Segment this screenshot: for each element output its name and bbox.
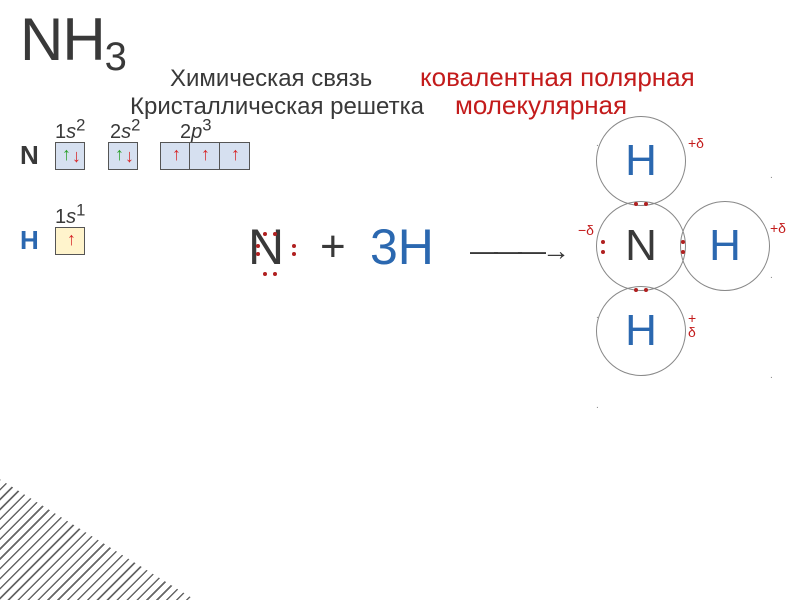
bond-dot bbox=[601, 240, 605, 244]
stray-dot: . bbox=[770, 170, 773, 181]
lewis-dot bbox=[273, 232, 277, 236]
product-H-bottom-label: H bbox=[625, 306, 657, 356]
product-N-center: N bbox=[596, 201, 686, 291]
lewis-dot bbox=[273, 272, 277, 276]
lattice-label: Кристаллическая решетка bbox=[130, 93, 424, 121]
bond-dot bbox=[601, 250, 605, 254]
formula-title: NH3 bbox=[20, 5, 126, 74]
product-H-bottom: H bbox=[596, 286, 686, 376]
stray-dot: . bbox=[770, 270, 773, 281]
stray-dot: . bbox=[596, 138, 599, 149]
reactant-N: N bbox=[248, 218, 284, 276]
reaction-plus: + bbox=[320, 222, 346, 272]
lewis-dot bbox=[292, 252, 296, 256]
bond-dot bbox=[634, 288, 638, 292]
product-H-top-charge: +δ bbox=[688, 135, 704, 151]
reaction-arrow: ———→ bbox=[470, 235, 566, 267]
product-H-top-label: H bbox=[625, 136, 657, 186]
element-symbol-N: N bbox=[20, 140, 39, 171]
product-H-top: H bbox=[596, 116, 686, 206]
stray-dot: . bbox=[770, 370, 773, 381]
reactant-3H: 3H bbox=[370, 218, 434, 276]
orbital-1s-N: ↑ ↓ bbox=[55, 142, 85, 170]
stray-dot: . bbox=[596, 400, 599, 411]
formula-base: NH bbox=[20, 6, 105, 73]
orbital-1s-H: ↑ bbox=[55, 227, 85, 255]
bond-dot bbox=[681, 250, 685, 254]
bond-dot bbox=[681, 240, 685, 244]
product-H-right-label: H bbox=[709, 221, 741, 271]
lewis-dot bbox=[292, 244, 296, 248]
product-N-center-label: N bbox=[625, 221, 657, 271]
orbital-label-1s1: 1s1 bbox=[55, 200, 85, 229]
bond-dot bbox=[644, 288, 648, 292]
lewis-dot bbox=[263, 272, 267, 276]
bond-dot bbox=[644, 202, 648, 206]
bond-type-value: ковалентная полярная bbox=[420, 62, 695, 93]
lewis-dot bbox=[256, 244, 260, 248]
stray-dot: . bbox=[596, 310, 599, 321]
lewis-dot bbox=[256, 252, 260, 256]
element-symbol-H: H bbox=[20, 225, 39, 256]
product-H-right-charge: +δ bbox=[770, 220, 786, 236]
orbital-label-2p3: 2p3 bbox=[180, 115, 212, 144]
orbital-2s-N: ↑ ↓ bbox=[108, 142, 138, 170]
decorative-triangle bbox=[0, 430, 260, 600]
lattice-value: молекулярная bbox=[455, 90, 627, 121]
bond-type-label: Химическая связь bbox=[170, 65, 372, 93]
product-H-right: H bbox=[680, 201, 770, 291]
formula-sub: 3 bbox=[105, 35, 126, 79]
lewis-dot bbox=[263, 232, 267, 236]
orbital-2p-N: ↑ ↑ ↑ bbox=[160, 142, 250, 170]
bond-dot bbox=[634, 202, 638, 206]
product-N-left-charge: −δ bbox=[578, 222, 594, 238]
orbital-label-1s2: 1s2 bbox=[55, 115, 85, 144]
orbital-label-2s2: 2s2 bbox=[110, 115, 140, 144]
product-H-bottom-charge2: δ bbox=[688, 324, 696, 340]
